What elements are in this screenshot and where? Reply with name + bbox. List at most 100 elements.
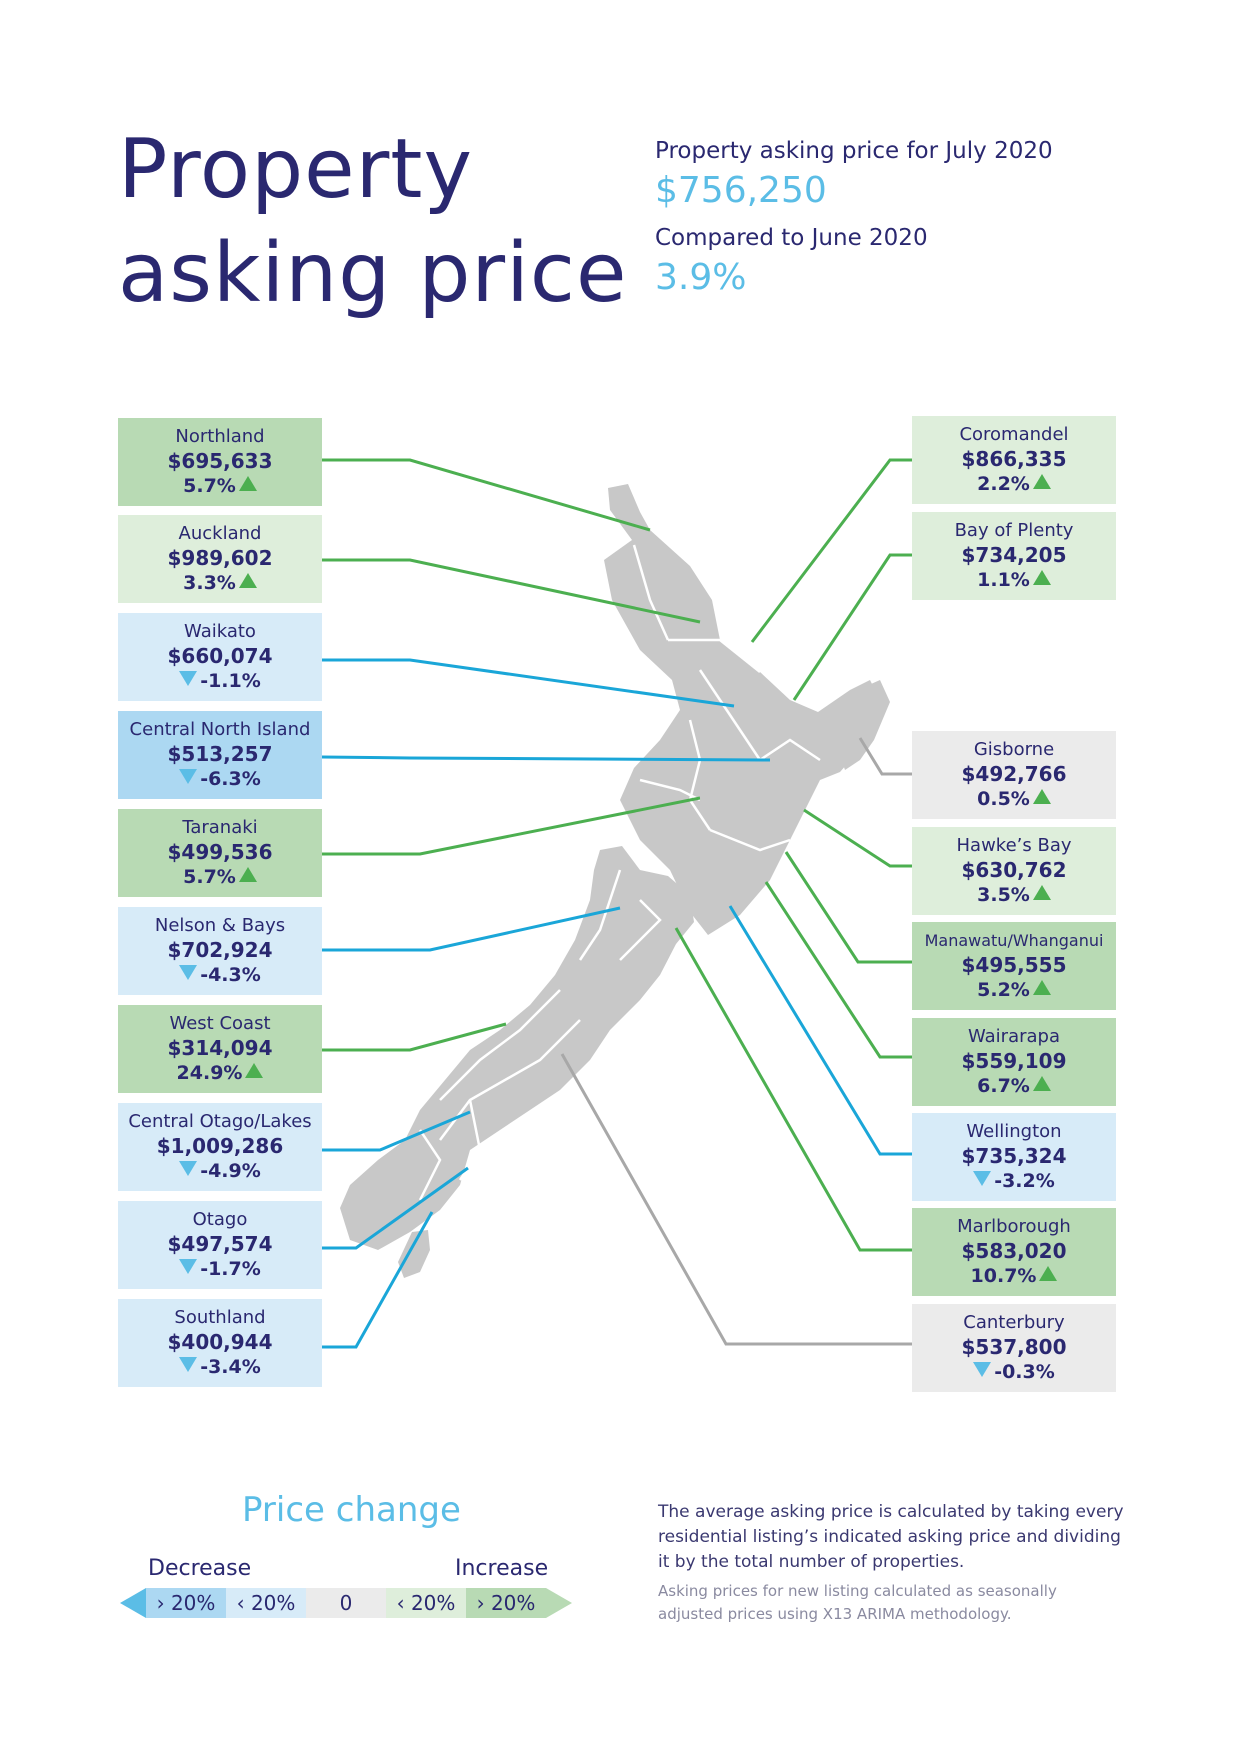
region-change: 24.9% xyxy=(118,1061,322,1086)
compare-value: 3.9% xyxy=(655,257,747,298)
region-west-coast: West Coast $314,094 24.9% xyxy=(118,1005,322,1093)
region-price: $492,766 xyxy=(961,762,1067,786)
north-island-east-cape xyxy=(838,680,890,770)
region-change: -4.9% xyxy=(118,1159,322,1184)
region-name: Hawke’s Bay xyxy=(956,835,1072,856)
up-triangle-icon xyxy=(1032,980,1051,995)
region-name: Otago xyxy=(192,1209,248,1230)
summary-block: Property asking price for July 2020 $756… xyxy=(655,138,1053,298)
down-triangle-icon xyxy=(179,671,198,686)
down-triangle-icon xyxy=(179,1357,198,1372)
region-change: -0.3% xyxy=(912,1360,1116,1385)
region-price: $499,536 xyxy=(167,840,273,864)
region-change: 3.3% xyxy=(118,571,322,596)
down-triangle-icon xyxy=(179,1259,198,1274)
region-change: -6.3% xyxy=(118,767,322,792)
region-central-otago-lakes: Central Otago/Lakes $1,009,286 -4.9% xyxy=(118,1103,322,1191)
legend-title: Price change xyxy=(242,1490,461,1530)
region-bay-of-plenty: Bay of Plenty $734,205 1.1% xyxy=(912,512,1116,600)
region-change: 10.7% xyxy=(912,1264,1116,1289)
region-price: $989,602 xyxy=(167,546,273,570)
region-price: $695,633 xyxy=(167,449,273,473)
region-change: -4.3% xyxy=(118,963,322,988)
arrow-right-icon xyxy=(546,1588,572,1618)
north-island-shape xyxy=(604,484,880,935)
up-triangle-icon xyxy=(238,867,257,882)
down-triangle-icon xyxy=(973,1362,992,1377)
up-triangle-icon xyxy=(238,573,257,588)
region-price: $735,324 xyxy=(961,1144,1067,1168)
region-name: West Coast xyxy=(169,1013,271,1034)
region-name: Central Otago/Lakes xyxy=(128,1111,312,1132)
region-canterbury: Canterbury $537,800 -0.3% xyxy=(912,1304,1116,1392)
legend-strong-increase: › 20% xyxy=(466,1588,546,1618)
region-change: 2.2% xyxy=(912,472,1116,497)
region-price: $660,074 xyxy=(167,644,273,668)
region-coromandel: Coromandel $866,335 2.2% xyxy=(912,416,1116,504)
summary-value: $756,250 xyxy=(655,170,827,211)
region-name: Marlborough xyxy=(957,1216,1071,1237)
up-triangle-icon xyxy=(1032,474,1051,489)
region-change: 5.2% xyxy=(912,978,1116,1003)
up-triangle-icon xyxy=(245,1063,264,1078)
region-name: Bay of Plenty xyxy=(954,520,1074,541)
region-price: $1,009,286 xyxy=(156,1134,284,1158)
region-price: $734,205 xyxy=(961,543,1067,567)
seasonal-adjustment-note: Asking prices for new listing calculated… xyxy=(658,1582,1057,1623)
down-triangle-icon xyxy=(179,1161,198,1176)
summary-label: Property asking price for July 2020 xyxy=(655,138,1053,164)
up-triangle-icon xyxy=(238,476,257,491)
region-waikato: Waikato $660,074 -1.1% xyxy=(118,613,322,701)
region-price: $583,020 xyxy=(961,1239,1067,1263)
legend-scale: › 20% ‹ 20% 0 ‹ 20% › 20% xyxy=(120,1588,572,1618)
region-hawkes-bay: Hawke’s Bay $630,762 3.5% xyxy=(912,827,1116,915)
region-price: $314,094 xyxy=(167,1036,273,1060)
region-change: -3.2% xyxy=(912,1169,1116,1194)
region-name: Canterbury xyxy=(963,1312,1065,1333)
region-change: 0.5% xyxy=(912,787,1116,812)
region-nelson-bays: Nelson & Bays $702,924 -4.3% xyxy=(118,907,322,995)
region-otago: Otago $497,574 -1.7% xyxy=(118,1201,322,1289)
region-taranaki: Taranaki $499,536 5.7% xyxy=(118,809,322,897)
south-island-shape xyxy=(340,846,694,1250)
region-change: -1.1% xyxy=(118,669,322,694)
region-name: Gisborne xyxy=(973,739,1055,760)
region-price: $866,335 xyxy=(961,447,1067,471)
region-price: $702,924 xyxy=(167,938,273,962)
leader-lines xyxy=(321,458,912,1349)
region-name: Wairarapa xyxy=(968,1026,1060,1047)
region-change: 6.7% xyxy=(912,1074,1116,1099)
region-wairarapa: Wairarapa $559,109 6.7% xyxy=(912,1018,1116,1106)
region-change: -1.7% xyxy=(118,1257,322,1282)
down-triangle-icon xyxy=(973,1171,992,1186)
region-name: Central North Island xyxy=(129,719,311,740)
region-name: Taranaki xyxy=(182,817,258,838)
region-price: $495,555 xyxy=(961,953,1067,977)
up-triangle-icon xyxy=(1032,885,1051,900)
region-change: 5.7% xyxy=(118,865,322,890)
region-southland: Southland $400,944 -3.4% xyxy=(118,1299,322,1387)
up-triangle-icon xyxy=(1032,570,1051,585)
region-auckland: Auckland $989,602 3.3% xyxy=(118,515,322,603)
region-manawatu-whanganui: Manawatu/Whanganui $495,555 5.2% xyxy=(912,922,1116,1010)
title-line-1: Property xyxy=(118,122,473,217)
methodology-note: The average asking price is calculated b… xyxy=(658,1502,1124,1572)
region-name: Auckland xyxy=(178,523,262,544)
region-change: -3.4% xyxy=(118,1355,322,1380)
region-price: $630,762 xyxy=(961,858,1067,882)
region-name: Coromandel xyxy=(959,424,1069,445)
arrow-left-icon xyxy=(120,1588,146,1618)
region-northland: Northland $695,633 5.7% xyxy=(118,418,322,506)
legend-decrease-label: Decrease xyxy=(148,1556,252,1581)
region-borders xyxy=(418,544,821,1201)
region-name: Nelson & Bays xyxy=(154,915,286,936)
region-name: Southland xyxy=(174,1307,266,1328)
region-marlborough: Marlborough $583,020 10.7% xyxy=(912,1208,1116,1296)
down-triangle-icon xyxy=(179,965,198,980)
region-name: Wellington xyxy=(966,1121,1062,1142)
region-central-north-island: Central North Island $513,257 -6.3% xyxy=(118,711,322,799)
region-name: Waikato xyxy=(184,621,256,642)
legend-strong-decrease: › 20% xyxy=(146,1588,226,1618)
page-title: Property asking price xyxy=(118,118,627,326)
